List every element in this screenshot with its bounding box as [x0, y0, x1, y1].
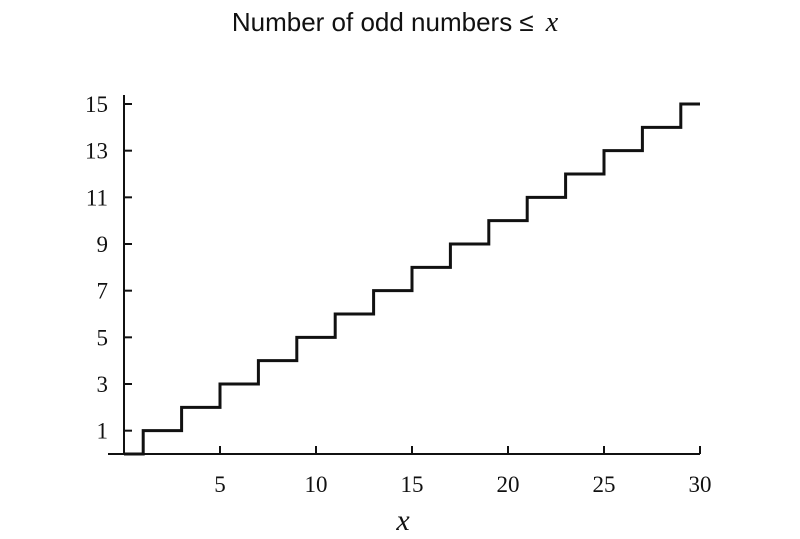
step-series-line: [124, 102, 700, 456]
x-tick-label: 25: [593, 472, 616, 497]
axes: [108, 95, 700, 455]
y-tick-label: 7: [97, 279, 109, 304]
y-tick-label: 1: [97, 419, 109, 444]
y-tick-label: 15: [85, 92, 108, 117]
y-tick-label: 5: [97, 325, 109, 350]
x-tick-label: 20: [497, 472, 520, 497]
x-tick-label: 10: [305, 472, 328, 497]
x-tick-label: 15: [401, 472, 424, 497]
chart-title: Number of odd numbers ≤ x: [232, 7, 559, 38]
y-tick-label: 9: [97, 232, 109, 257]
chart-title-text: Number of odd numbers ≤: [232, 7, 534, 37]
x-tick-label: 30: [689, 472, 712, 497]
x-tick-label: 5: [214, 472, 226, 497]
y-tick-label: 11: [86, 185, 108, 210]
y-tick-label: 3: [97, 372, 109, 397]
x-axis-label: x: [395, 504, 410, 537]
chart-title-variable: x: [545, 7, 559, 38]
series-layer: [124, 102, 700, 456]
y-tick-label: 13: [85, 139, 108, 164]
